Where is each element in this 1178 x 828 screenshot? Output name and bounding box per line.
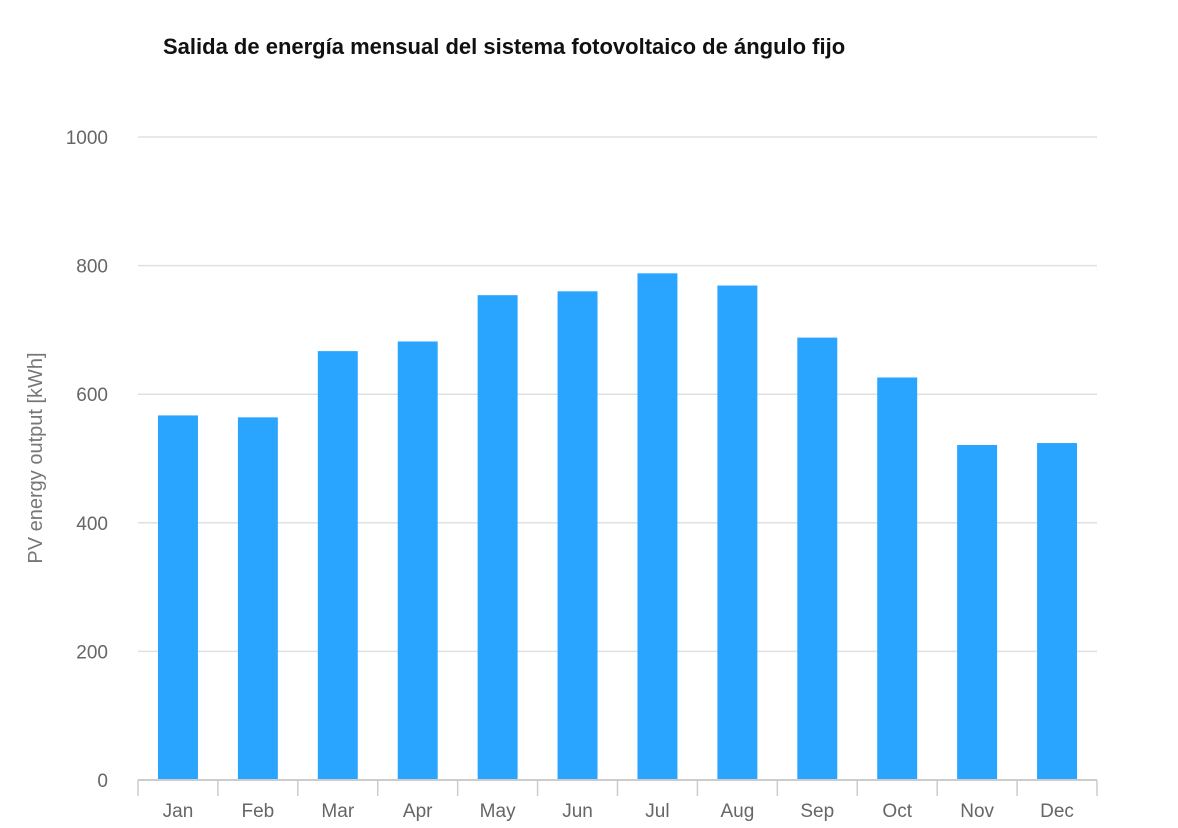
y-tick-label: 0 xyxy=(97,771,108,792)
y-tick-label: 800 xyxy=(76,257,108,278)
y-tick-label: 200 xyxy=(76,642,108,663)
x-tick-label: Nov xyxy=(960,801,994,822)
x-tick-label: Oct xyxy=(882,801,912,822)
x-tick-label: Dec xyxy=(1040,801,1074,822)
bar-oct xyxy=(877,377,918,780)
x-tick-labels: Jan Feb Mar Apr May Jun Jul Aug Sep Oct Nov Dec xyxy=(163,801,1074,822)
bar-aug xyxy=(717,285,758,780)
x-tick-label: Mar xyxy=(321,801,354,822)
x-tick-label: Jun xyxy=(562,801,593,822)
x-tick-label: May xyxy=(480,801,516,822)
x-tick-label: Aug xyxy=(720,801,754,822)
y-tick-label: 600 xyxy=(76,385,108,406)
y-axis-title: PV energy output [kWh] xyxy=(25,352,47,563)
gridlines xyxy=(138,136,1097,653)
bar-sep xyxy=(797,337,838,780)
bars xyxy=(157,273,1078,780)
x-axis xyxy=(137,779,1098,796)
bar-may xyxy=(477,295,518,780)
y-tick-label: 1000 xyxy=(66,128,108,149)
x-tick-label: Jan xyxy=(163,801,194,822)
bar-nov xyxy=(957,444,998,780)
bar-feb xyxy=(237,417,278,780)
x-tick-label: Jul xyxy=(645,801,669,822)
bar-jan xyxy=(157,415,198,780)
x-tick-label: Sep xyxy=(800,801,834,822)
chart-title: Salida de energía mensual del sistema fo… xyxy=(163,34,846,59)
x-tick-label: Feb xyxy=(242,801,275,822)
x-tick-label: Apr xyxy=(403,801,433,822)
bar-mar xyxy=(317,351,358,780)
y-tick-label: 400 xyxy=(76,514,108,535)
bar-jun xyxy=(557,291,598,780)
bar-apr xyxy=(397,341,438,780)
y-axis: 0 200 400 600 800 1000 xyxy=(66,128,108,792)
bar-jul xyxy=(637,273,678,780)
bar-dec xyxy=(1037,443,1078,780)
